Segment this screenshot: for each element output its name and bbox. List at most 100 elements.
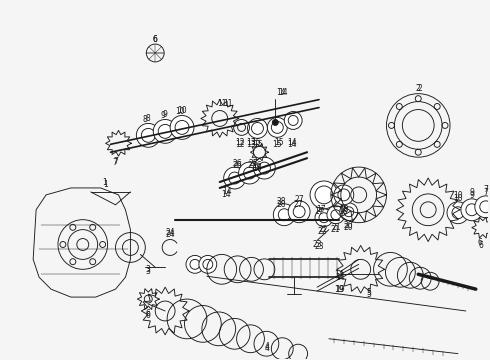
Text: 14: 14 bbox=[334, 270, 343, 279]
Text: 24: 24 bbox=[165, 230, 175, 239]
Text: 6: 6 bbox=[153, 35, 158, 44]
Circle shape bbox=[224, 167, 245, 189]
Text: 27: 27 bbox=[294, 200, 303, 209]
Text: 3: 3 bbox=[146, 267, 151, 276]
Text: 15: 15 bbox=[252, 138, 261, 147]
Text: 6: 6 bbox=[146, 310, 151, 319]
Circle shape bbox=[186, 255, 204, 273]
Circle shape bbox=[199, 255, 217, 273]
Circle shape bbox=[447, 202, 469, 224]
Text: 10: 10 bbox=[175, 107, 185, 116]
Text: 14: 14 bbox=[221, 190, 230, 199]
Text: 9: 9 bbox=[469, 192, 474, 201]
Text: 28: 28 bbox=[276, 200, 286, 209]
Circle shape bbox=[475, 196, 490, 218]
Text: 17: 17 bbox=[314, 207, 324, 216]
Text: 10: 10 bbox=[453, 194, 463, 203]
Text: 28: 28 bbox=[276, 197, 286, 206]
Text: 7: 7 bbox=[113, 157, 118, 166]
Circle shape bbox=[452, 207, 464, 219]
Circle shape bbox=[284, 112, 302, 129]
Circle shape bbox=[272, 120, 278, 125]
Text: 1: 1 bbox=[102, 179, 107, 188]
Text: 22: 22 bbox=[317, 227, 327, 236]
Circle shape bbox=[251, 122, 264, 134]
Text: 21: 21 bbox=[331, 223, 341, 232]
Text: 15: 15 bbox=[254, 140, 263, 149]
Circle shape bbox=[271, 121, 283, 133]
Text: 7: 7 bbox=[483, 185, 488, 194]
Circle shape bbox=[480, 201, 490, 213]
Text: 15: 15 bbox=[274, 138, 284, 147]
Circle shape bbox=[203, 260, 213, 269]
Text: 12: 12 bbox=[235, 138, 245, 147]
Text: 25: 25 bbox=[247, 161, 257, 170]
Circle shape bbox=[153, 120, 177, 143]
Text: 14: 14 bbox=[222, 188, 231, 197]
Circle shape bbox=[136, 123, 160, 147]
Text: 20: 20 bbox=[344, 223, 354, 232]
Circle shape bbox=[344, 207, 354, 217]
Text: 7: 7 bbox=[483, 188, 488, 197]
Text: 5: 5 bbox=[366, 288, 371, 297]
Circle shape bbox=[334, 185, 354, 205]
Text: 3: 3 bbox=[146, 265, 151, 274]
Text: 23: 23 bbox=[312, 240, 322, 249]
Circle shape bbox=[338, 189, 350, 201]
Circle shape bbox=[340, 203, 358, 221]
Circle shape bbox=[319, 213, 329, 223]
Circle shape bbox=[310, 181, 338, 209]
Text: 4: 4 bbox=[265, 344, 270, 353]
Circle shape bbox=[190, 260, 200, 269]
Text: 14: 14 bbox=[278, 88, 288, 97]
Text: 8: 8 bbox=[146, 114, 150, 123]
Text: 9: 9 bbox=[161, 111, 166, 120]
Circle shape bbox=[331, 210, 341, 220]
Circle shape bbox=[244, 167, 255, 179]
Circle shape bbox=[229, 172, 241, 184]
Text: 16: 16 bbox=[253, 163, 262, 172]
Circle shape bbox=[288, 116, 298, 125]
Text: 2: 2 bbox=[416, 84, 420, 93]
Text: 6: 6 bbox=[478, 241, 483, 250]
Circle shape bbox=[258, 162, 270, 174]
Text: 11: 11 bbox=[217, 99, 226, 108]
Text: 13: 13 bbox=[246, 140, 256, 149]
Text: 2: 2 bbox=[418, 84, 422, 93]
Text: 9: 9 bbox=[163, 110, 168, 119]
Circle shape bbox=[315, 209, 333, 227]
Circle shape bbox=[141, 129, 155, 142]
Circle shape bbox=[466, 204, 478, 216]
Text: 11: 11 bbox=[223, 99, 232, 108]
Text: 19: 19 bbox=[335, 285, 344, 294]
Circle shape bbox=[268, 117, 287, 137]
Text: 14: 14 bbox=[276, 88, 286, 97]
Text: 26: 26 bbox=[233, 161, 243, 170]
Circle shape bbox=[175, 121, 189, 134]
Text: 6: 6 bbox=[153, 35, 158, 44]
Text: 9: 9 bbox=[469, 188, 474, 197]
Text: 17: 17 bbox=[316, 205, 326, 214]
Circle shape bbox=[278, 209, 290, 221]
Text: 20: 20 bbox=[344, 221, 354, 230]
Circle shape bbox=[461, 199, 483, 221]
Circle shape bbox=[273, 204, 295, 226]
Text: 6: 6 bbox=[146, 311, 151, 320]
Text: 15: 15 bbox=[272, 140, 282, 149]
Text: 19: 19 bbox=[334, 285, 343, 294]
Text: 14: 14 bbox=[287, 138, 297, 147]
Text: 8: 8 bbox=[143, 115, 147, 124]
Circle shape bbox=[293, 206, 305, 218]
Circle shape bbox=[170, 116, 194, 139]
Circle shape bbox=[247, 118, 268, 138]
Text: 14: 14 bbox=[287, 140, 297, 149]
Text: 18: 18 bbox=[338, 207, 347, 216]
Text: 18: 18 bbox=[339, 205, 348, 214]
Text: 10: 10 bbox=[453, 192, 463, 201]
Text: 10: 10 bbox=[177, 106, 187, 115]
Text: 6: 6 bbox=[477, 238, 482, 247]
Text: 27: 27 bbox=[294, 195, 304, 204]
Text: 14: 14 bbox=[335, 273, 344, 282]
Text: 23: 23 bbox=[314, 242, 324, 251]
Text: 16: 16 bbox=[253, 161, 262, 170]
